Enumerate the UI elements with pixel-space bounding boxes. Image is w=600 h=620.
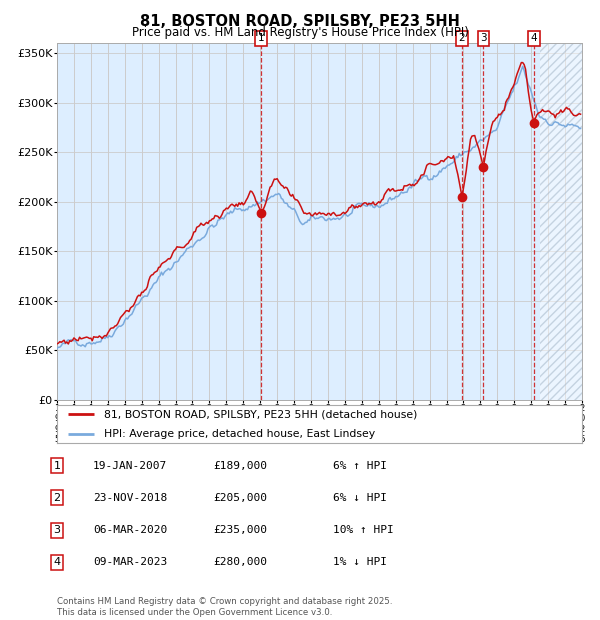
Text: 4: 4 xyxy=(53,557,61,567)
Text: 1% ↓ HPI: 1% ↓ HPI xyxy=(333,557,387,567)
Text: 19-JAN-2007: 19-JAN-2007 xyxy=(93,461,167,471)
Text: 09-MAR-2023: 09-MAR-2023 xyxy=(93,557,167,567)
Text: 23-NOV-2018: 23-NOV-2018 xyxy=(93,493,167,503)
Text: 2: 2 xyxy=(458,33,465,43)
Text: HPI: Average price, detached house, East Lindsey: HPI: Average price, detached house, East… xyxy=(104,428,376,439)
Text: 6% ↑ HPI: 6% ↑ HPI xyxy=(333,461,387,471)
Text: 81, BOSTON ROAD, SPILSBY, PE23 5HH: 81, BOSTON ROAD, SPILSBY, PE23 5HH xyxy=(140,14,460,29)
Text: 3: 3 xyxy=(480,33,487,43)
Text: 4: 4 xyxy=(531,33,538,43)
Text: 1: 1 xyxy=(53,461,61,471)
Text: £205,000: £205,000 xyxy=(213,493,267,503)
Text: 1: 1 xyxy=(258,33,265,43)
Text: Contains HM Land Registry data © Crown copyright and database right 2025.
This d: Contains HM Land Registry data © Crown c… xyxy=(57,598,392,617)
Text: £280,000: £280,000 xyxy=(213,557,267,567)
Text: 2: 2 xyxy=(53,493,61,503)
Text: £235,000: £235,000 xyxy=(213,525,267,535)
Text: 6% ↓ HPI: 6% ↓ HPI xyxy=(333,493,387,503)
Text: 10% ↑ HPI: 10% ↑ HPI xyxy=(333,525,394,535)
Text: £189,000: £189,000 xyxy=(213,461,267,471)
Text: Price paid vs. HM Land Registry's House Price Index (HPI): Price paid vs. HM Land Registry's House … xyxy=(131,26,469,39)
Text: 3: 3 xyxy=(53,525,61,535)
Text: 81, BOSTON ROAD, SPILSBY, PE23 5HH (detached house): 81, BOSTON ROAD, SPILSBY, PE23 5HH (deta… xyxy=(104,409,418,420)
Text: 06-MAR-2020: 06-MAR-2020 xyxy=(93,525,167,535)
